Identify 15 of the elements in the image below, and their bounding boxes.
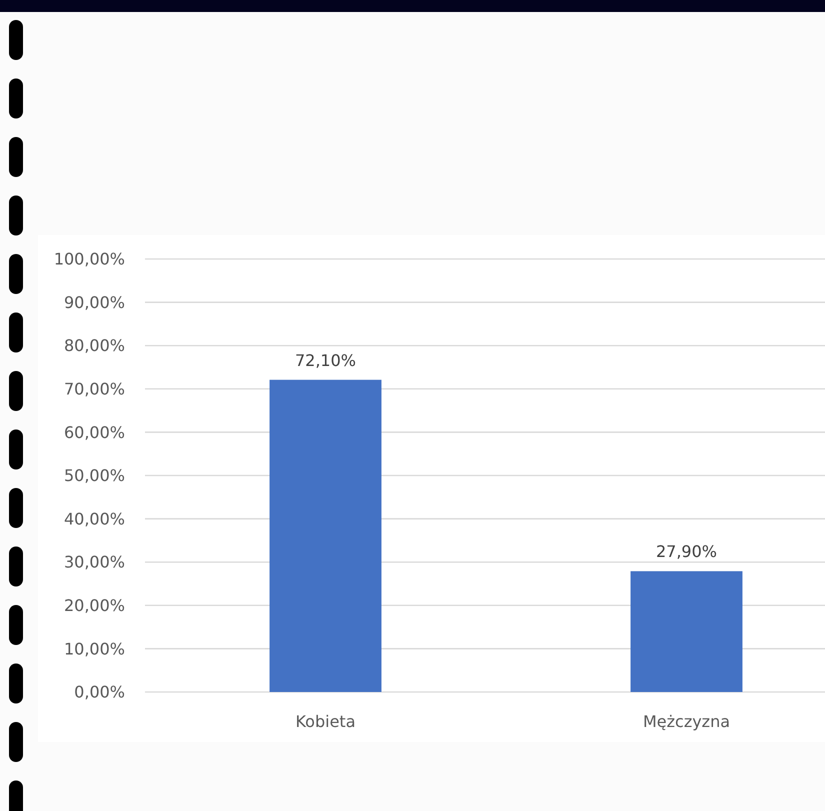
y-tick-label: 20,00% xyxy=(64,596,125,615)
data-label: 27,90% xyxy=(656,542,718,562)
y-tick-label: 30,00% xyxy=(64,552,125,572)
data-label: 72,10% xyxy=(294,350,356,370)
y-tick-label: 100,00% xyxy=(54,250,125,269)
y-tick-label: 90,00% xyxy=(64,292,125,312)
y-tick-label: 60,00% xyxy=(64,422,125,442)
y-tick-label: 80,00% xyxy=(64,336,125,356)
y-tick-label: 40,00% xyxy=(64,509,125,528)
y-tick-label: 10,00% xyxy=(64,639,125,658)
x-tick-label: Mężczyzna xyxy=(642,712,730,731)
y-tick-label: 50,00% xyxy=(64,466,125,486)
y-tick-label: 70,00% xyxy=(64,380,125,398)
y-tick-label: 0,00% xyxy=(74,682,125,702)
x-tick-label: Kobieta xyxy=(295,712,356,731)
